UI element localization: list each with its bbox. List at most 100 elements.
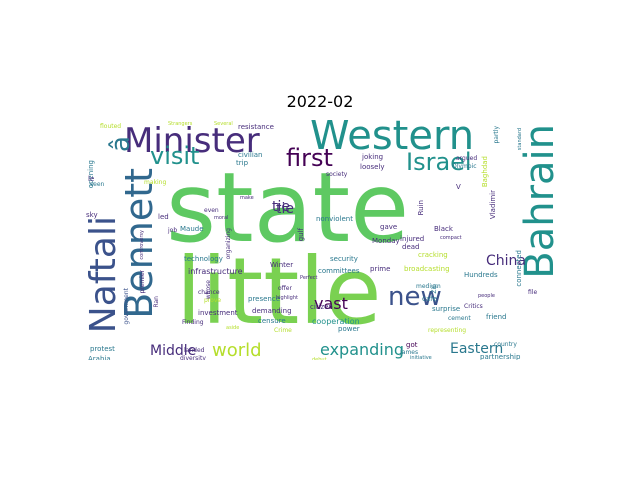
word: Arabia bbox=[88, 355, 111, 361]
word: Eastern bbox=[450, 341, 504, 357]
word: injured bbox=[400, 235, 425, 243]
word: highlight bbox=[276, 295, 298, 301]
word: seen bbox=[90, 181, 105, 188]
word: demanding bbox=[252, 307, 292, 315]
word: technology bbox=[184, 255, 223, 263]
word: country bbox=[494, 341, 517, 348]
word: aside bbox=[226, 325, 240, 331]
word: Western bbox=[310, 120, 475, 159]
word: offer bbox=[278, 285, 292, 292]
word: argued bbox=[456, 155, 478, 162]
word: Monday bbox=[372, 237, 400, 245]
word: representing bbox=[428, 327, 467, 334]
word: diversity bbox=[180, 355, 206, 361]
word: China bbox=[486, 253, 526, 269]
word: flouted bbox=[100, 123, 122, 130]
word: le bbox=[88, 175, 95, 183]
word: compact bbox=[440, 235, 462, 241]
word: loosely bbox=[360, 163, 385, 171]
word: initiative bbox=[410, 355, 432, 361]
word: cafe bbox=[422, 295, 437, 303]
word: people bbox=[478, 293, 495, 299]
word: moral bbox=[214, 215, 229, 221]
word: security bbox=[330, 255, 358, 263]
word: world bbox=[212, 340, 262, 360]
word: infrastructure bbox=[188, 267, 243, 276]
word: resistance bbox=[238, 123, 274, 131]
word: partly bbox=[493, 126, 500, 144]
word: little bbox=[176, 238, 382, 345]
word: Hundreds bbox=[464, 271, 498, 279]
word: Vladimir bbox=[489, 190, 497, 220]
word: Winter bbox=[270, 261, 294, 269]
word: committees bbox=[318, 267, 360, 275]
word: gave bbox=[380, 223, 398, 231]
word: protest bbox=[90, 345, 115, 353]
word: chance bbox=[198, 289, 220, 296]
word: got bbox=[406, 341, 418, 349]
word: partnership bbox=[480, 353, 521, 361]
word: medium bbox=[416, 283, 441, 290]
word: Olympic bbox=[452, 163, 477, 170]
word: gulf bbox=[297, 228, 305, 242]
word: tie bbox=[276, 201, 294, 217]
word: power bbox=[338, 325, 360, 333]
word: prove bbox=[204, 297, 222, 304]
word: make bbox=[240, 195, 254, 201]
word: Zip bbox=[431, 284, 438, 294]
word: nonviolent bbox=[316, 215, 353, 223]
word: Middle bbox=[150, 343, 197, 359]
word: sky bbox=[86, 211, 98, 219]
word: trip bbox=[236, 159, 249, 167]
word: debut bbox=[312, 357, 327, 361]
chart-title: 2022-02 bbox=[286, 92, 354, 111]
word: controversy bbox=[139, 230, 145, 260]
word: prime bbox=[370, 265, 391, 273]
word: organizing bbox=[225, 228, 232, 260]
word: investment bbox=[198, 309, 238, 317]
word: Maude bbox=[180, 225, 204, 233]
word: job bbox=[168, 227, 178, 234]
word: premier bbox=[139, 270, 146, 294]
word: led bbox=[158, 213, 169, 221]
word: connected bbox=[515, 250, 523, 287]
word: surprise bbox=[432, 305, 461, 313]
word: civilian bbox=[238, 151, 263, 159]
word: â bbox=[106, 136, 136, 152]
word-cloud: state little Western Minister Naftali Bennett… bbox=[80, 120, 560, 360]
word: Ran bbox=[153, 296, 160, 308]
word: V bbox=[456, 183, 461, 191]
word: state bbox=[166, 152, 410, 264]
word: Critics bbox=[464, 303, 483, 310]
word: Israel bbox=[406, 148, 472, 176]
word: cement bbox=[448, 315, 471, 322]
word: Bahrain bbox=[517, 124, 560, 279]
word: citizen bbox=[310, 303, 333, 311]
word: cracking bbox=[418, 251, 448, 259]
word: dead bbox=[402, 243, 420, 251]
word: friend bbox=[486, 313, 507, 321]
word: broadcasting bbox=[404, 265, 450, 273]
word: cooperation bbox=[312, 317, 360, 326]
word: Strangers bbox=[168, 121, 193, 127]
word: government bbox=[123, 288, 130, 325]
word: James bbox=[400, 349, 419, 356]
word: expanding bbox=[320, 340, 405, 359]
word: even bbox=[204, 207, 219, 214]
word: making bbox=[144, 179, 167, 186]
word: first bbox=[286, 144, 333, 172]
word: Finding bbox=[182, 319, 204, 326]
word: Crime bbox=[274, 327, 292, 334]
word: Baghdad bbox=[481, 156, 489, 188]
word: file bbox=[528, 289, 538, 296]
word: tie bbox=[272, 199, 290, 215]
word: landed bbox=[184, 347, 205, 354]
word: Black bbox=[434, 225, 453, 233]
word: censure bbox=[258, 317, 286, 325]
word: whose bbox=[205, 280, 212, 300]
word: vast bbox=[314, 294, 348, 313]
word: new bbox=[388, 282, 442, 312]
word: visit bbox=[150, 142, 200, 170]
word: Perfect bbox=[300, 275, 318, 281]
word: Several bbox=[214, 121, 233, 127]
